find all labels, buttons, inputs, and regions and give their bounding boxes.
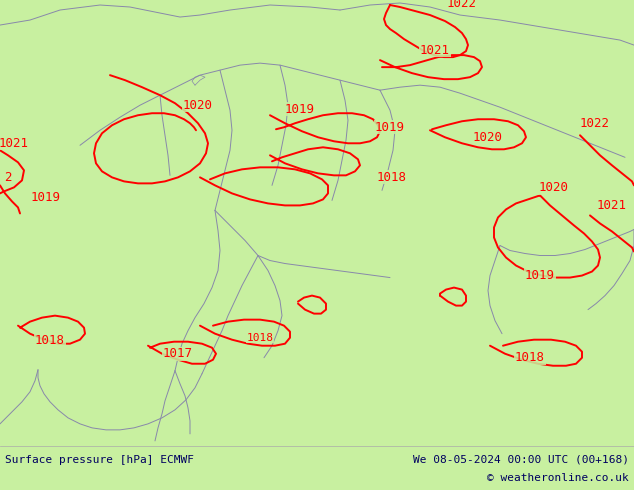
Text: 1019: 1019 bbox=[375, 121, 405, 134]
Text: 1017: 1017 bbox=[163, 347, 193, 360]
Text: 1019: 1019 bbox=[31, 191, 61, 204]
Text: 1018: 1018 bbox=[247, 333, 273, 343]
Text: 1018: 1018 bbox=[35, 334, 65, 347]
Text: 1021: 1021 bbox=[0, 137, 29, 150]
Text: 1021: 1021 bbox=[597, 199, 627, 212]
Text: 1019: 1019 bbox=[285, 103, 315, 116]
Text: We 08-05-2024 00:00 UTC (00+168): We 08-05-2024 00:00 UTC (00+168) bbox=[413, 455, 629, 465]
Text: 2: 2 bbox=[4, 171, 12, 184]
Text: 1020: 1020 bbox=[183, 98, 213, 112]
Text: Surface pressure [hPa] ECMWF: Surface pressure [hPa] ECMWF bbox=[5, 455, 194, 465]
Text: 1020: 1020 bbox=[473, 131, 503, 144]
Text: 1018: 1018 bbox=[515, 351, 545, 364]
Text: 1019: 1019 bbox=[525, 269, 555, 282]
Text: 1022: 1022 bbox=[580, 117, 610, 130]
Text: © weatheronline.co.uk: © weatheronline.co.uk bbox=[488, 473, 629, 483]
Text: 1021: 1021 bbox=[420, 44, 450, 57]
Text: 1018: 1018 bbox=[377, 171, 407, 184]
Text: 1022: 1022 bbox=[447, 0, 477, 9]
Text: 1020: 1020 bbox=[539, 181, 569, 194]
